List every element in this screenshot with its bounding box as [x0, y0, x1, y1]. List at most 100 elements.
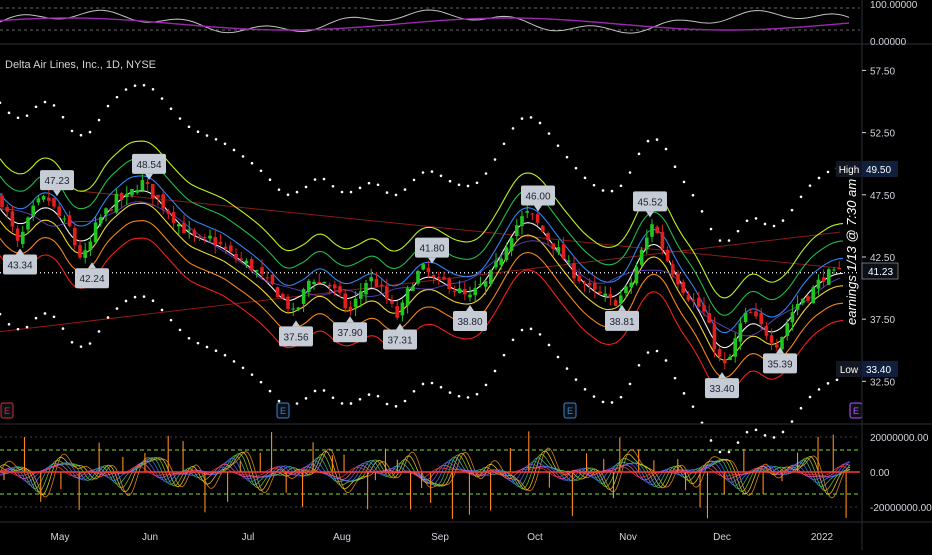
band-dot	[88, 342, 92, 345]
candle	[561, 237, 566, 259]
candle	[535, 209, 540, 227]
tag-label: 33.40	[709, 384, 734, 395]
candle-body	[203, 237, 207, 239]
band-dot	[313, 178, 317, 181]
candle	[416, 269, 420, 286]
candle-body	[832, 269, 836, 271]
candle-body	[733, 338, 737, 357]
tag-label: 38.81	[609, 317, 634, 328]
candle	[338, 280, 342, 298]
tag-pointer	[53, 190, 61, 197]
candle-body	[676, 273, 680, 285]
candle-body	[213, 237, 217, 245]
candle-body	[463, 289, 467, 295]
band-line	[0, 202, 844, 361]
candle-body	[665, 249, 670, 261]
osc-tick-label: 100.00000	[870, 0, 918, 11]
band-dot	[61, 327, 65, 330]
candle-body	[785, 323, 789, 336]
candle	[83, 242, 87, 264]
candle-body	[426, 267, 431, 273]
candle-body	[619, 295, 623, 304]
band-dot	[448, 391, 452, 394]
oscillator-pane	[0, 7, 860, 34]
earnings-marker[interactable]: E	[849, 402, 863, 419]
candle	[135, 184, 139, 195]
candle-body	[301, 289, 306, 304]
band-dot	[367, 181, 371, 185]
band-dot	[439, 385, 443, 389]
candle	[73, 224, 77, 250]
tag-label: 45.52	[637, 197, 662, 208]
candle	[67, 210, 72, 228]
band-dot	[637, 152, 641, 156]
band-dot	[655, 349, 659, 353]
candle-body	[416, 270, 420, 284]
earnings-annotation: earnings 1/13 @ 7:30 am	[844, 179, 859, 325]
candle-body	[234, 253, 238, 259]
time-tick-label: Jul	[242, 532, 255, 543]
candle	[208, 229, 212, 243]
earnings-marker[interactable]: E	[0, 402, 14, 419]
candle-body	[260, 267, 264, 274]
band-dot	[529, 116, 533, 119]
band-dot	[205, 345, 209, 349]
band-dot	[394, 193, 398, 197]
candle-body	[67, 215, 72, 227]
band-dot	[133, 84, 137, 87]
time-tick-label: May	[51, 532, 70, 543]
tag-pointer	[292, 320, 300, 327]
tag-label: 48.54	[136, 160, 161, 171]
band-dot	[493, 158, 497, 161]
candle	[41, 194, 46, 203]
time-tick-label: Oct	[527, 532, 543, 543]
band-dot	[358, 186, 362, 190]
band-dot	[484, 383, 488, 387]
band-dot	[601, 400, 605, 404]
band-dot	[700, 210, 704, 213]
band-dot	[0, 312, 2, 316]
candle-body	[639, 249, 644, 265]
candle	[327, 282, 332, 295]
earnings-marker[interactable]: E	[563, 402, 577, 419]
vol-ribbon-line	[0, 457, 851, 486]
candle	[244, 258, 249, 268]
band-dot	[70, 341, 74, 344]
price-tag: 47.23	[40, 170, 74, 197]
candle-body	[93, 222, 98, 243]
candle-body	[239, 258, 243, 260]
volume-oscillator-pane	[0, 431, 860, 519]
band-dot	[520, 328, 524, 332]
candle-body	[546, 233, 550, 240]
band-dot	[160, 97, 164, 100]
vol-ribbon-line	[0, 462, 851, 481]
candle	[634, 262, 639, 286]
candle	[109, 207, 113, 212]
candle	[265, 270, 269, 283]
candle	[520, 210, 524, 235]
band-dot	[511, 338, 515, 342]
band-dot	[106, 316, 110, 319]
band-dot	[250, 373, 254, 376]
candle-body	[520, 216, 524, 227]
price-tick-label: 42.50	[870, 253, 895, 264]
band-dot	[412, 389, 416, 393]
candle-body	[385, 286, 389, 299]
band-dot	[430, 170, 434, 173]
candle-body	[395, 306, 399, 318]
candle-body	[567, 260, 571, 262]
candle	[31, 199, 35, 222]
candle	[166, 208, 171, 219]
candle	[806, 295, 810, 303]
candle	[114, 188, 119, 214]
candle	[785, 318, 789, 341]
band-dot	[565, 155, 569, 159]
band-dot	[610, 189, 614, 193]
candle	[374, 272, 379, 288]
candle	[317, 273, 321, 283]
candle-body	[317, 281, 321, 283]
price-tag: 45.52	[633, 191, 667, 218]
candle	[187, 220, 191, 239]
earnings-marker[interactable]: E	[276, 402, 290, 419]
